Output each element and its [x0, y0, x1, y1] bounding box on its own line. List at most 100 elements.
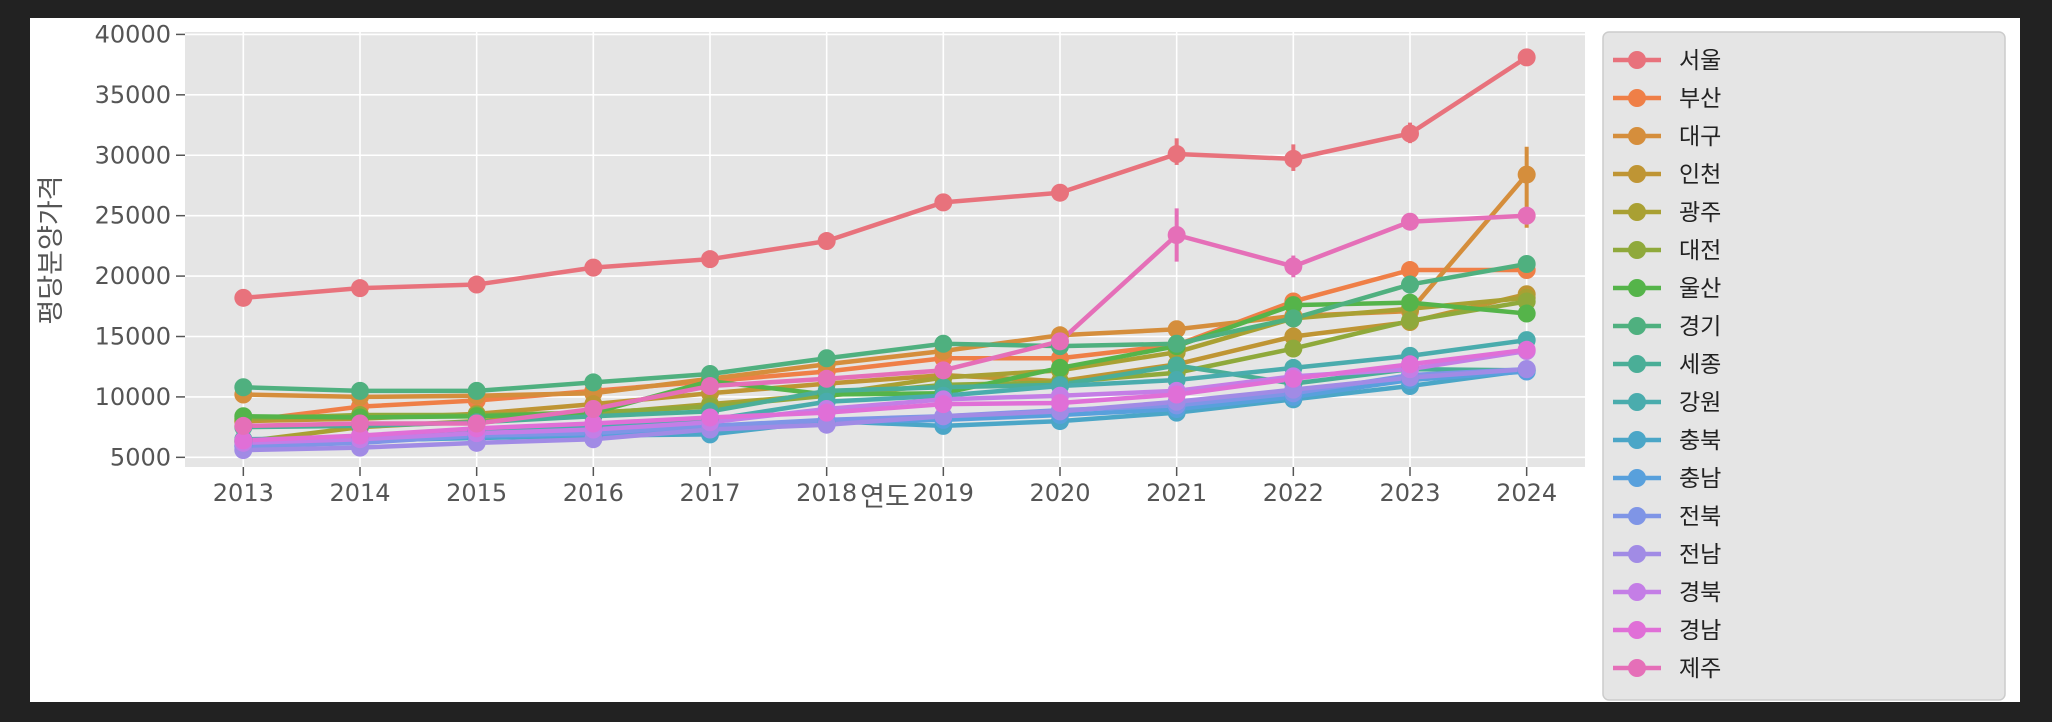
- y-axis: 5000 10000 15000 20000 25000 30000 35000 40000: [95, 20, 185, 471]
- x-tick-label: 2016: [563, 479, 624, 507]
- data-point: [1284, 257, 1303, 276]
- legend-marker: [1628, 507, 1646, 525]
- data-point: [1051, 358, 1069, 377]
- legend-marker: [1628, 203, 1646, 221]
- x-tick-label: 2021: [1146, 479, 1207, 507]
- series-points: [234, 48, 1536, 460]
- x-tick-label: 2014: [329, 479, 390, 507]
- series-line-8: [243, 261, 1528, 394]
- data-point: [584, 258, 603, 277]
- legend-marker: [1628, 127, 1646, 145]
- data-point: [1284, 339, 1303, 358]
- data-point: [467, 275, 486, 294]
- series-line-17: [243, 213, 1527, 429]
- data-point: [351, 279, 369, 298]
- legend-label: 제주: [1679, 656, 1721, 682]
- x-tick-label: 2020: [1029, 479, 1090, 507]
- y-tick-label: 20000: [95, 262, 171, 290]
- data-point: [1401, 293, 1419, 312]
- data-point: [1284, 296, 1303, 315]
- series-line-7: [243, 300, 1527, 420]
- x-tick-label: 2015: [446, 479, 507, 507]
- data-point: [1051, 332, 1069, 351]
- data-point: [1284, 369, 1303, 388]
- data-point: [234, 378, 253, 397]
- data-point: [1167, 226, 1186, 244]
- series-line-13: [243, 366, 1527, 449]
- legend-label: 대전: [1679, 238, 1721, 264]
- data-point: [1051, 393, 1069, 412]
- data-point: [234, 416, 253, 435]
- legend-label: 충북: [1679, 428, 1721, 454]
- legend-label: 서울: [1679, 48, 1721, 74]
- legend-marker: [1628, 583, 1646, 601]
- data-point: [1517, 340, 1536, 359]
- legend-marker: [1628, 51, 1646, 69]
- data-point: [701, 377, 719, 396]
- x-tick-label: 2023: [1379, 479, 1440, 507]
- data-point: [234, 288, 253, 307]
- line-chart: 500010000150002000025000300003500040000 …: [36, 20, 2006, 701]
- legend-marker: [1628, 469, 1646, 487]
- x-tick-label: 2013: [213, 479, 274, 507]
- data-point: [1517, 304, 1536, 323]
- data-point: [584, 414, 603, 433]
- y-tick-label: 25000: [95, 202, 171, 230]
- y-tick-label: 15000: [95, 323, 171, 351]
- legend-marker: [1628, 317, 1646, 335]
- x-tick-label: 2017: [679, 479, 740, 507]
- data-point: [351, 381, 369, 400]
- legend-label: 전남: [1679, 542, 1721, 568]
- series-line-16: [243, 347, 1527, 443]
- legend-marker: [1628, 393, 1646, 411]
- legend-label: 강원: [1679, 390, 1721, 416]
- series-lines: [243, 55, 1529, 453]
- data-point: [584, 373, 603, 392]
- legend-label: 인천: [1679, 162, 1721, 188]
- x-tick-label: 2024: [1496, 479, 1557, 507]
- data-point: [1167, 356, 1186, 375]
- legend-label: 세종: [1679, 352, 1721, 378]
- legend-label: 경기: [1679, 314, 1721, 340]
- data-point: [1401, 355, 1419, 374]
- legend-marker: [1628, 659, 1646, 677]
- data-point: [1517, 206, 1536, 225]
- legend-label: 충남: [1679, 466, 1721, 492]
- data-point: [1517, 360, 1536, 379]
- data-point: [467, 414, 486, 433]
- series-line-2: [243, 267, 1527, 424]
- legend-marker: [1628, 545, 1646, 563]
- y-axis-label: 평당분양가격: [36, 175, 67, 324]
- data-point: [1167, 385, 1186, 404]
- data-point: [701, 408, 719, 427]
- legend-box: [1602, 31, 2006, 701]
- data-point: [1517, 255, 1536, 273]
- data-point: [234, 431, 253, 450]
- y-tick-label: 30000: [95, 141, 171, 169]
- legend-label: 부산: [1679, 86, 1721, 112]
- data-point: [934, 334, 953, 353]
- data-point: [584, 400, 603, 418]
- data-point: [1517, 48, 1536, 67]
- data-point: [817, 369, 836, 388]
- y-tick-label: 10000: [95, 383, 171, 411]
- data-point: [1401, 311, 1419, 330]
- legend-marker: [1628, 89, 1646, 107]
- data-point: [1517, 165, 1536, 184]
- legend-label: 울산: [1679, 276, 1721, 302]
- data-point: [1167, 145, 1186, 164]
- data-point: [1401, 212, 1419, 231]
- x-axis: 2013 2014 2015 2016 2017 2018 2019 2020 2021 2022…: [213, 467, 1557, 507]
- plot-background: [185, 32, 1585, 467]
- data-point: [1051, 183, 1069, 202]
- data-point: [1401, 261, 1419, 280]
- data-point: [351, 414, 369, 433]
- legend-marker: [1628, 241, 1646, 259]
- data-point: [934, 193, 953, 212]
- data-point: [467, 381, 486, 400]
- legend-marker: [1628, 165, 1646, 183]
- legend-label: 광주: [1679, 200, 1721, 226]
- x-tick-label: 2018: [796, 479, 857, 507]
- chart-frame: 5000 10000 15000 20000 25000 30000 35000 40000 …: [30, 18, 2020, 702]
